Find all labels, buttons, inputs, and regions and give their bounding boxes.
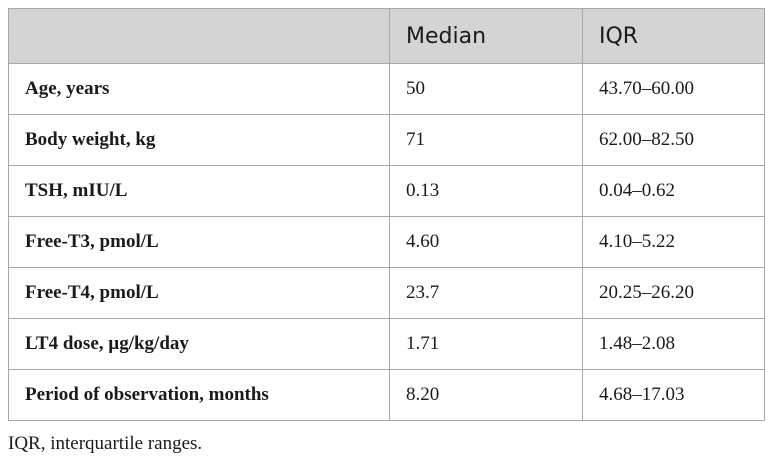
- row-label: Age, years: [8, 63, 390, 115]
- table-header-row: Median IQR: [8, 8, 765, 64]
- table-row: Age, years 50 43.70–60.00: [8, 63, 765, 115]
- iqr-cell: 4.68–17.03: [582, 369, 765, 421]
- table-row: TSH, mIU/L 0.13 0.04–0.62: [8, 165, 765, 217]
- data-table-container: Median IQR Age, years 50 43.70–60.00 Bod…: [8, 8, 765, 421]
- median-cell: 71: [389, 114, 583, 166]
- median-cell: 4.60: [389, 216, 583, 268]
- header-cell-empty: [8, 8, 390, 64]
- median-cell: 50: [389, 63, 583, 115]
- table-row: Free-T4, pmol/L 23.7 20.25–26.20: [8, 267, 765, 319]
- data-table: Median IQR Age, years 50 43.70–60.00 Bod…: [8, 8, 765, 421]
- row-label: Body weight, kg: [8, 114, 390, 166]
- row-label: Free-T4, pmol/L: [8, 267, 390, 319]
- median-cell: 0.13: [389, 165, 583, 217]
- iqr-cell: 1.48–2.08: [582, 318, 765, 370]
- table-row: Body weight, kg 71 62.00–82.50: [8, 114, 765, 166]
- iqr-cell: 43.70–60.00: [582, 63, 765, 115]
- table-row: Period of observation, months 8.20 4.68–…: [8, 369, 765, 421]
- row-label: LT4 dose, µg/kg/day: [8, 318, 390, 370]
- header-cell-iqr: IQR: [582, 8, 765, 64]
- iqr-cell: 0.04–0.62: [582, 165, 765, 217]
- median-cell: 8.20: [389, 369, 583, 421]
- row-label: TSH, mIU/L: [8, 165, 390, 217]
- table-row: Free-T3, pmol/L 4.60 4.10–5.22: [8, 216, 765, 268]
- median-cell: 23.7: [389, 267, 583, 319]
- header-cell-median: Median: [389, 8, 583, 64]
- row-label: Free-T3, pmol/L: [8, 216, 390, 268]
- iqr-cell: 4.10–5.22: [582, 216, 765, 268]
- row-label: Period of observation, months: [8, 369, 390, 421]
- median-cell: 1.71: [389, 318, 583, 370]
- iqr-cell: 20.25–26.20: [582, 267, 765, 319]
- table-row: LT4 dose, µg/kg/day 1.71 1.48–2.08: [8, 318, 765, 370]
- iqr-cell: 62.00–82.50: [582, 114, 765, 166]
- table-footnote: IQR, interquartile ranges.: [8, 433, 203, 454]
